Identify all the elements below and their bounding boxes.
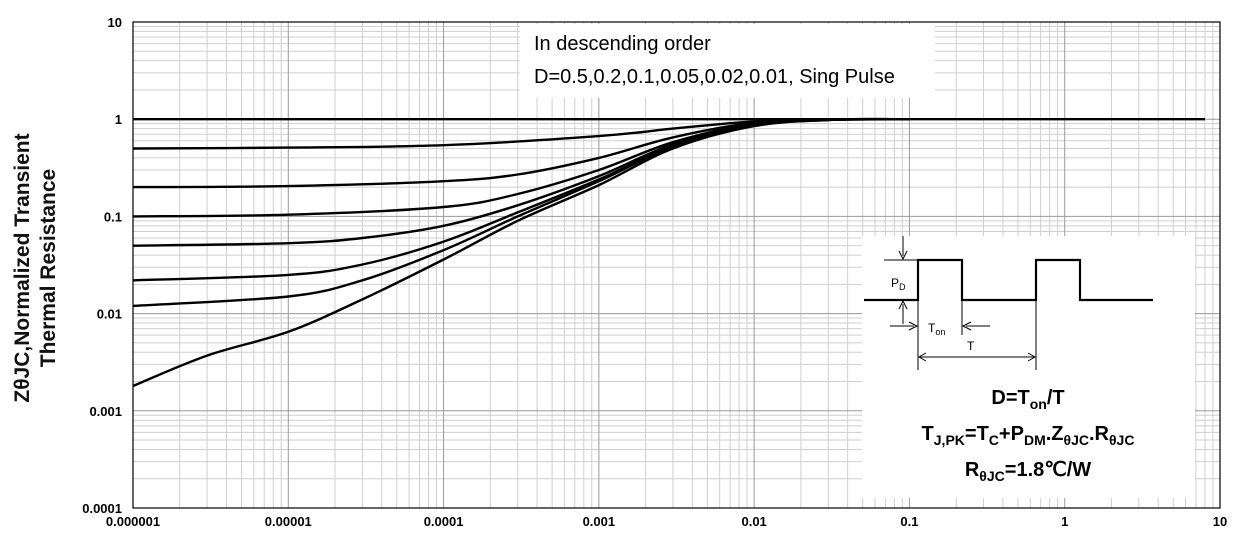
junction-temp-equation: TJ,PK=TC+PDM.ZθJC.RθJC [922, 423, 1135, 448]
annotation-line1: In descending order [534, 33, 711, 55]
plot-frame [132, 21, 1221, 509]
ton-label: Ton [928, 321, 945, 337]
x-tick-labels: 0.000001 0.00001 0.0001 0.001 0.01 0.1 1 10 [106, 514, 1227, 529]
t-label: T [967, 339, 975, 353]
pd-arrowhead-top [898, 250, 908, 261]
x-tick-label: 0.01 [741, 514, 766, 529]
annotation-box: In descending order D=0.5,0.2,0.1,0.05,0… [520, 24, 935, 98]
t-arrowhead-left [917, 352, 927, 362]
x-tick-label: 1 [1061, 514, 1068, 529]
ton-arrowhead-right [961, 321, 972, 331]
duty-cycle-inset: PD Ton T D=Ton/T TJ,PK=TC+PDM.ZθJC.RθJC … [862, 236, 1195, 498]
y-tick-label: 0.01 [97, 307, 122, 322]
annotation-line2: D=0.5,0.2,0.1,0.05,0.02,0.01, Sing Pulse [534, 66, 895, 88]
series-layer [132, 117, 1205, 388]
series-line-8 [132, 118, 910, 388]
x-tick-label: 0.0001 [424, 514, 464, 529]
thermal-resistance-value: RθJC=1.8℃/W [965, 459, 1091, 484]
pd-arrowhead-bottom [898, 299, 908, 310]
x-tick-label: 0.000001 [106, 514, 160, 529]
x-tick-label: 0.00001 [265, 514, 312, 529]
series-line-5 [132, 117, 910, 247]
pd-label: PD [891, 276, 906, 292]
x-tick-label: 0.1 [900, 514, 918, 529]
y-tick-label: 10 [108, 15, 122, 30]
pulse-waveform [864, 258, 1153, 302]
series-line-3 [132, 118, 910, 189]
y-tick-label: 1 [115, 112, 122, 127]
ton-arrowhead-left [908, 321, 919, 331]
y-tick-labels: 0.0001 0.001 0.01 0.1 1 10 [82, 15, 122, 516]
x-tick-label: 0.001 [583, 514, 616, 529]
x-tick-label: 10 [1213, 514, 1227, 529]
duty-cycle-equation: D=Ton/T [991, 387, 1064, 412]
y-tick-label: 0.001 [89, 404, 122, 419]
y-tick-label: 0.1 [104, 209, 122, 224]
t-arrowhead-right [1027, 352, 1037, 362]
y-tick-label: 0.0001 [82, 501, 122, 516]
series-line-6 [132, 117, 910, 282]
annotation-background [520, 24, 935, 98]
